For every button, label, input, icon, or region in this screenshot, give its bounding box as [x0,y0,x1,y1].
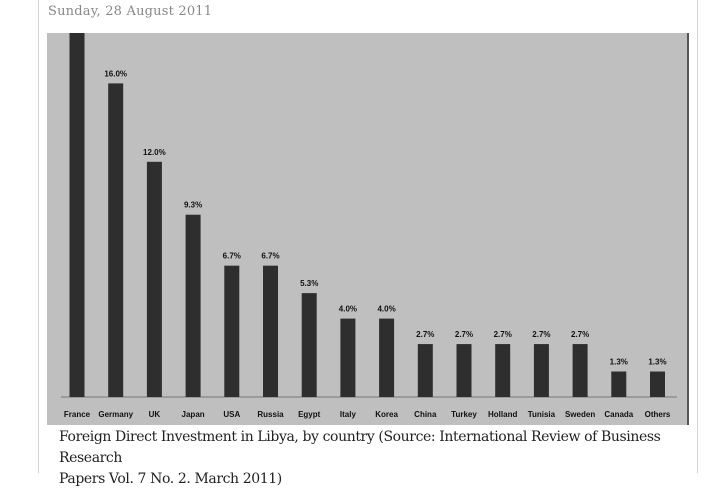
caption-line-1: Foreign Direct Investment in Libya, by c… [59,429,661,466]
tick-label-france: France [64,410,91,419]
data-label-germany: 16.0% [104,69,127,78]
data-label-usa: 6.7% [223,252,241,261]
bar-turkey [456,344,472,397]
bar-others [650,371,665,397]
data-label-tunisia: 2.7% [532,330,550,339]
data-label-italy: 4.0% [339,305,357,314]
tick-label-germany: Germany [98,410,133,419]
bar-sweden [572,344,588,397]
chart-background [47,33,688,425]
data-label-uk: 12.0% [143,148,166,157]
bar-china [417,344,433,397]
bar-italy [340,318,356,397]
post-date: Sunday, 28 August 2011 [48,4,213,19]
tick-label-sweden: Sweden [565,410,595,419]
page-border-right [697,0,698,473]
bar-uk [146,161,162,397]
bar-canada [611,371,627,397]
bar-usa [224,265,240,397]
tick-label-turkey: Turkey [451,410,477,419]
caption-line-2: Papers Vol. 7 No. 2. March 2011) [59,471,282,487]
bar-tunisia [533,344,549,397]
bar-korea [379,318,395,397]
data-label-japan: 9.3% [184,201,202,210]
tick-label-italy: Italy [340,410,357,419]
data-label-others: 1.3% [648,358,666,367]
data-label-holland: 2.7% [494,330,512,339]
tick-label-tunisia: Tunisia [528,410,556,419]
tick-label-egypt: Egypt [298,410,321,419]
bar-russia [263,265,278,397]
tick-label-others: Others [645,410,671,419]
page-border-left [38,0,39,473]
tick-label-korea: Korea [375,410,398,419]
figure-caption: Foreign Direct Investment in Libya, by c… [59,427,699,490]
data-label-russia: 6.7% [261,252,279,261]
bar-chart: France 16.0% Germany 12.0% UK 9.3% Japan 6.7% US… [47,33,689,425]
tick-label-uk: UK [149,410,161,419]
tick-label-holland: Holland [488,410,517,419]
bar-egypt [301,293,317,397]
data-label-canada: 1.3% [610,358,628,367]
bar-holland [495,344,511,397]
bar-france [69,33,85,397]
bar-japan [185,214,201,397]
data-label-egypt: 5.3% [300,279,318,288]
data-label-sweden: 2.7% [571,330,589,339]
tick-label-usa: USA [223,410,240,419]
tick-label-russia: Russia [257,410,284,419]
data-label-korea: 4.0% [377,305,395,314]
data-label-turkey: 2.7% [455,330,473,339]
bar-germany [108,83,124,398]
data-label-china: 2.7% [416,330,434,339]
tick-label-japan: Japan [182,410,205,419]
tick-label-canada: Canada [604,410,633,419]
tick-label-china: China [414,410,437,419]
